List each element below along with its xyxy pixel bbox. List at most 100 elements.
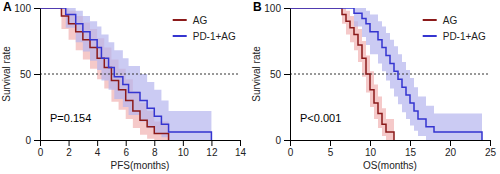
y-axis-line <box>40 9 41 141</box>
survival-curve <box>290 8 482 140</box>
y-tick: 0 <box>275 135 290 146</box>
x-tick: 8 <box>152 140 158 158</box>
legend-label: AG <box>193 15 208 26</box>
y-tick-mark <box>284 74 290 75</box>
x-tick-label: 25 <box>485 147 497 158</box>
annotation: P<0.001 <box>300 112 341 124</box>
y-tick-label: 0 <box>25 135 31 146</box>
plot-area: 0 5 10 15 20 25 0 50 100 P<0.001 AG PD-1+AG <box>264 3 496 158</box>
legend-swatch <box>173 19 187 21</box>
x-tick-mark <box>97 140 98 146</box>
panel: 0 5 10 15 20 25 0 50 100 P<0.001 AG PD-1+AG OS(month… <box>251 0 496 171</box>
y-axis-title: Survival rate <box>251 46 262 102</box>
reference-line <box>290 74 490 75</box>
x-tick: 4 <box>95 140 101 158</box>
annotation: P=0.154 <box>50 112 91 124</box>
legend-swatch <box>423 19 437 21</box>
x-tick: 5 <box>328 140 334 158</box>
x-tick-label: 10 <box>178 147 190 158</box>
x-tick-label: 6 <box>123 147 129 158</box>
x-tick-label: 0 <box>38 147 44 158</box>
legend-entry: AG <box>423 15 458 26</box>
y-tick: 50 <box>20 69 40 80</box>
x-tick: 10 <box>365 140 377 158</box>
legend: AG PD-1+AG <box>173 15 236 42</box>
x-tick-label: 0 <box>288 147 294 158</box>
survival-curve <box>40 8 169 140</box>
y-axis-line <box>290 9 291 141</box>
x-tick-mark <box>410 140 411 146</box>
plot-area: 0 2 4 6 8 10 12 14 0 50 100 P=0.154 AG PD-1+AG <box>14 3 246 158</box>
x-axis-line <box>41 140 241 141</box>
y-tick: 100 <box>264 3 290 14</box>
x-tick-mark <box>240 140 241 146</box>
legend-label: PD-1+AG <box>443 31 486 42</box>
y-tick-label: 100 <box>14 3 31 14</box>
survival-curve <box>290 8 394 140</box>
x-tick-mark <box>154 140 155 146</box>
x-tick-mark <box>290 140 291 146</box>
x-tick: 10 <box>178 140 190 158</box>
x-axis: 0 2 4 6 8 10 12 14 <box>38 140 247 158</box>
x-tick: 14 <box>235 140 247 158</box>
legend: AG PD-1+AG <box>423 15 486 42</box>
x-tick-label: 4 <box>95 147 101 158</box>
x-tick: 15 <box>405 140 417 158</box>
x-tick-label: 12 <box>206 147 218 158</box>
x-tick-label: 20 <box>445 147 457 158</box>
y-tick: 100 <box>14 3 40 14</box>
legend-label: AG <box>443 15 458 26</box>
marks <box>290 8 490 140</box>
legend-label: PD-1+AG <box>193 31 236 42</box>
x-tick-label: 5 <box>328 147 334 158</box>
x-tick: 0 <box>38 140 44 158</box>
x-tick-label: 8 <box>152 147 158 158</box>
y-axis-title: Survival rate <box>1 46 12 102</box>
x-tick-label: 10 <box>365 147 377 158</box>
legend-entry: AG <box>173 15 208 26</box>
y-axis: 0 50 100 <box>264 3 290 146</box>
y-axis: 0 50 100 <box>14 3 40 146</box>
x-tick-label: 15 <box>405 147 417 158</box>
x-axis-title: PFS(months) <box>111 160 170 171</box>
y-tick: 0 <box>25 135 40 146</box>
legend-swatch <box>423 35 437 37</box>
y-tick-label: 50 <box>270 69 282 80</box>
y-tick-label: 50 <box>20 69 32 80</box>
x-axis: 0 5 10 15 20 25 <box>288 140 497 158</box>
x-tick-mark <box>450 140 451 146</box>
x-tick: 2 <box>66 140 72 158</box>
x-tick-mark <box>211 140 212 146</box>
figure: 02468101214050100P=0.154AGPD-1+AGPFS(mon… <box>0 0 500 174</box>
x-tick: 12 <box>206 140 218 158</box>
marks <box>40 8 240 140</box>
y-tick: 50 <box>270 69 290 80</box>
x-tick-mark <box>183 140 184 146</box>
x-tick-mark <box>330 140 331 146</box>
x-axis-title: OS(months) <box>363 160 417 171</box>
y-tick-mark <box>284 140 290 141</box>
panel-label: B <box>253 0 262 14</box>
panel: 0 2 4 6 8 10 12 14 0 50 100 P=0.154 AG PD-1+AG PFS(mon… <box>1 0 246 171</box>
x-tick-mark <box>69 140 70 146</box>
reference-line <box>40 74 240 75</box>
y-tick-mark <box>34 140 40 141</box>
x-tick-mark <box>370 140 371 146</box>
x-tick-mark <box>490 140 491 146</box>
x-tick-label: 14 <box>235 147 247 158</box>
y-tick-mark <box>34 8 40 9</box>
panel-label: A <box>3 0 12 14</box>
x-axis-line <box>291 140 491 141</box>
x-tick: 6 <box>123 140 129 158</box>
y-tick-mark <box>284 8 290 9</box>
x-tick: 20 <box>445 140 457 158</box>
y-tick-mark <box>34 74 40 75</box>
x-tick-label: 2 <box>66 147 72 158</box>
y-tick-label: 0 <box>275 135 281 146</box>
x-tick: 0 <box>288 140 294 158</box>
legend-entry: PD-1+AG <box>173 31 236 42</box>
x-tick-mark <box>40 140 41 146</box>
legend-entry: PD-1+AG <box>423 31 486 42</box>
y-tick-label: 100 <box>264 3 281 14</box>
x-tick: 25 <box>485 140 497 158</box>
